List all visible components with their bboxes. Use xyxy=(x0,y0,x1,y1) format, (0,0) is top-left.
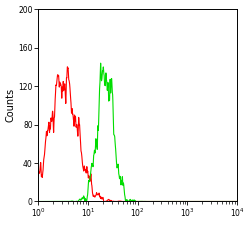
Y-axis label: Counts: Counts xyxy=(6,88,16,122)
